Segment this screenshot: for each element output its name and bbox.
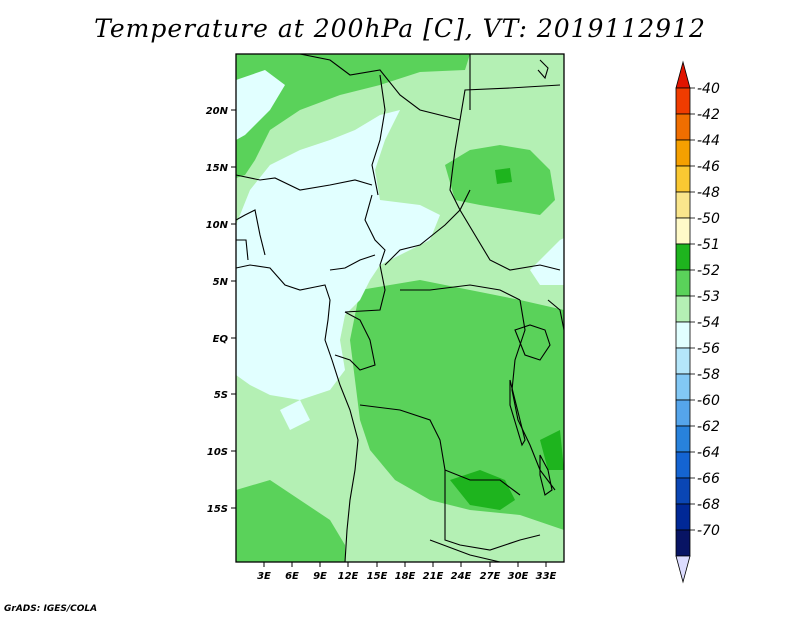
colorbar-label: -53: [697, 289, 720, 305]
border-sudan: [449, 119, 561, 271]
field-zone-minus54-northwest: [236, 70, 285, 140]
colorbar-segment: [675, 321, 691, 349]
colorbar-segment: [675, 165, 691, 193]
colorbar-label: -56: [697, 341, 720, 357]
field-zone-minus51-east: [540, 430, 564, 470]
field-zone-minus52-south: [350, 280, 564, 530]
field-zone-minus54-islet: [280, 400, 310, 430]
colorbar-label: -40: [697, 81, 720, 97]
lat-label-5s: 5S: [214, 390, 228, 401]
colorbar-segment: [675, 477, 691, 505]
colorbar-segment: [675, 243, 691, 271]
colorbar-arrow-top: [675, 60, 691, 89]
border-angola-zambia: [444, 470, 541, 551]
lat-label-15s: 15S: [207, 504, 228, 515]
grads-credit: GrADS: IGES/COLA: [4, 604, 98, 614]
field-zone-minus54-main: [236, 110, 440, 400]
colorbar-segment: [675, 269, 691, 297]
lon-tick-marks: [263, 562, 547, 567]
colorbar-segment: [675, 191, 691, 219]
border-zambia-south: [429, 539, 501, 562]
lon-label-12e: 12E: [338, 571, 359, 582]
lon-label-21e: 21E: [423, 571, 444, 582]
border-congo: [334, 311, 376, 371]
border-drc-south: [359, 404, 521, 496]
coastline-west-africa: [236, 264, 359, 562]
border-chad-west: [371, 74, 386, 196]
colorbar-label: -44: [697, 133, 720, 149]
field-zone-minus54-northeast: [530, 238, 564, 285]
border-drc-east: [511, 299, 556, 491]
border-sahel: [236, 174, 373, 191]
colorbar-segment: [675, 529, 691, 557]
lat-label-15n: 15N: [206, 163, 229, 174]
colorbar-label: -66: [697, 471, 720, 487]
colorbar-label: -70: [697, 523, 720, 539]
lake-malawi: [539, 454, 553, 496]
colorbar-segment: [675, 295, 691, 323]
lon-label-33e: 33E: [536, 571, 557, 582]
border-car-chad: [384, 189, 471, 266]
lon-label-27e: 27E: [480, 571, 501, 582]
border-cameroon: [344, 264, 386, 313]
field-zone-minus51-spot: [495, 168, 512, 184]
lon-label-3e: 3E: [257, 571, 271, 582]
lat-label-eq: EQ: [213, 334, 229, 345]
coast-southeast: [547, 299, 564, 331]
colorbar-segment: [675, 399, 691, 427]
colorbar-label: -46: [697, 159, 720, 175]
lon-label-24e: 24E: [451, 571, 472, 582]
lat-label-20n: 20N: [206, 106, 229, 117]
map-title: Temperature at 200hPa [C], VT: 201911291…: [94, 14, 706, 43]
lat-label-10s: 10S: [207, 447, 228, 458]
colorbar-label: -48: [697, 185, 720, 201]
lon-label-30e: 30E: [508, 571, 529, 582]
colorbar-label: -51: [697, 237, 720, 253]
colorbar-label: -50: [697, 211, 720, 227]
country-borders: [236, 54, 564, 562]
colorbar-label: -52: [697, 263, 720, 279]
colorbar-segment: [675, 113, 691, 141]
field-zone-minus52-southwest: [236, 480, 345, 562]
lon-label-15e: 15E: [367, 571, 388, 582]
lake-tanganyika: [509, 379, 526, 447]
temperature-field: [236, 54, 564, 562]
border-gulf-guinea: [236, 239, 249, 261]
colorbar: -40 -42 -44 -46 -48 -50 -51 -52 -53 -54 -56 -58 -60 -…: [675, 60, 720, 584]
colorbar-label: -54: [697, 315, 720, 331]
field-zone-minus52-north: [236, 54, 470, 178]
border-car-south: [400, 284, 521, 301]
colorbar-label: -60: [697, 393, 720, 409]
colorbar-label: -42: [697, 107, 720, 123]
colorbar-label: -68: [697, 497, 720, 513]
lon-label-9e: 9E: [313, 571, 327, 582]
lat-label-5n: 5N: [213, 277, 229, 288]
lat-tick-marks: [231, 109, 236, 509]
colorbar-segment: [675, 373, 691, 401]
colorbar-segment: [675, 217, 691, 245]
colorbar-segment: [675, 451, 691, 479]
colorbar-label: -64: [697, 445, 720, 461]
colorbar-segment: [675, 347, 691, 375]
colorbar-segment: [675, 425, 691, 453]
lon-label-6e: 6E: [285, 571, 299, 582]
map-frame: [235, 53, 565, 563]
colorbar-segment: [675, 503, 691, 531]
lake-victoria: [514, 324, 551, 361]
coast-northeast: [537, 59, 549, 80]
colorbar-segment: [675, 87, 691, 115]
colorbar-label: -58: [697, 367, 720, 383]
border-niger-nigeria: [364, 194, 386, 266]
colorbar-arrow-bottom: [675, 555, 691, 584]
lon-label-18e: 18E: [395, 571, 416, 582]
colorbar-label: -62: [697, 419, 720, 435]
colorbar-segment: [675, 139, 691, 167]
border-nigeria-cameroon: [329, 254, 376, 271]
lat-label-10n: 10N: [206, 220, 229, 231]
border-west-coast: [236, 209, 266, 256]
border-north: [299, 54, 561, 121]
